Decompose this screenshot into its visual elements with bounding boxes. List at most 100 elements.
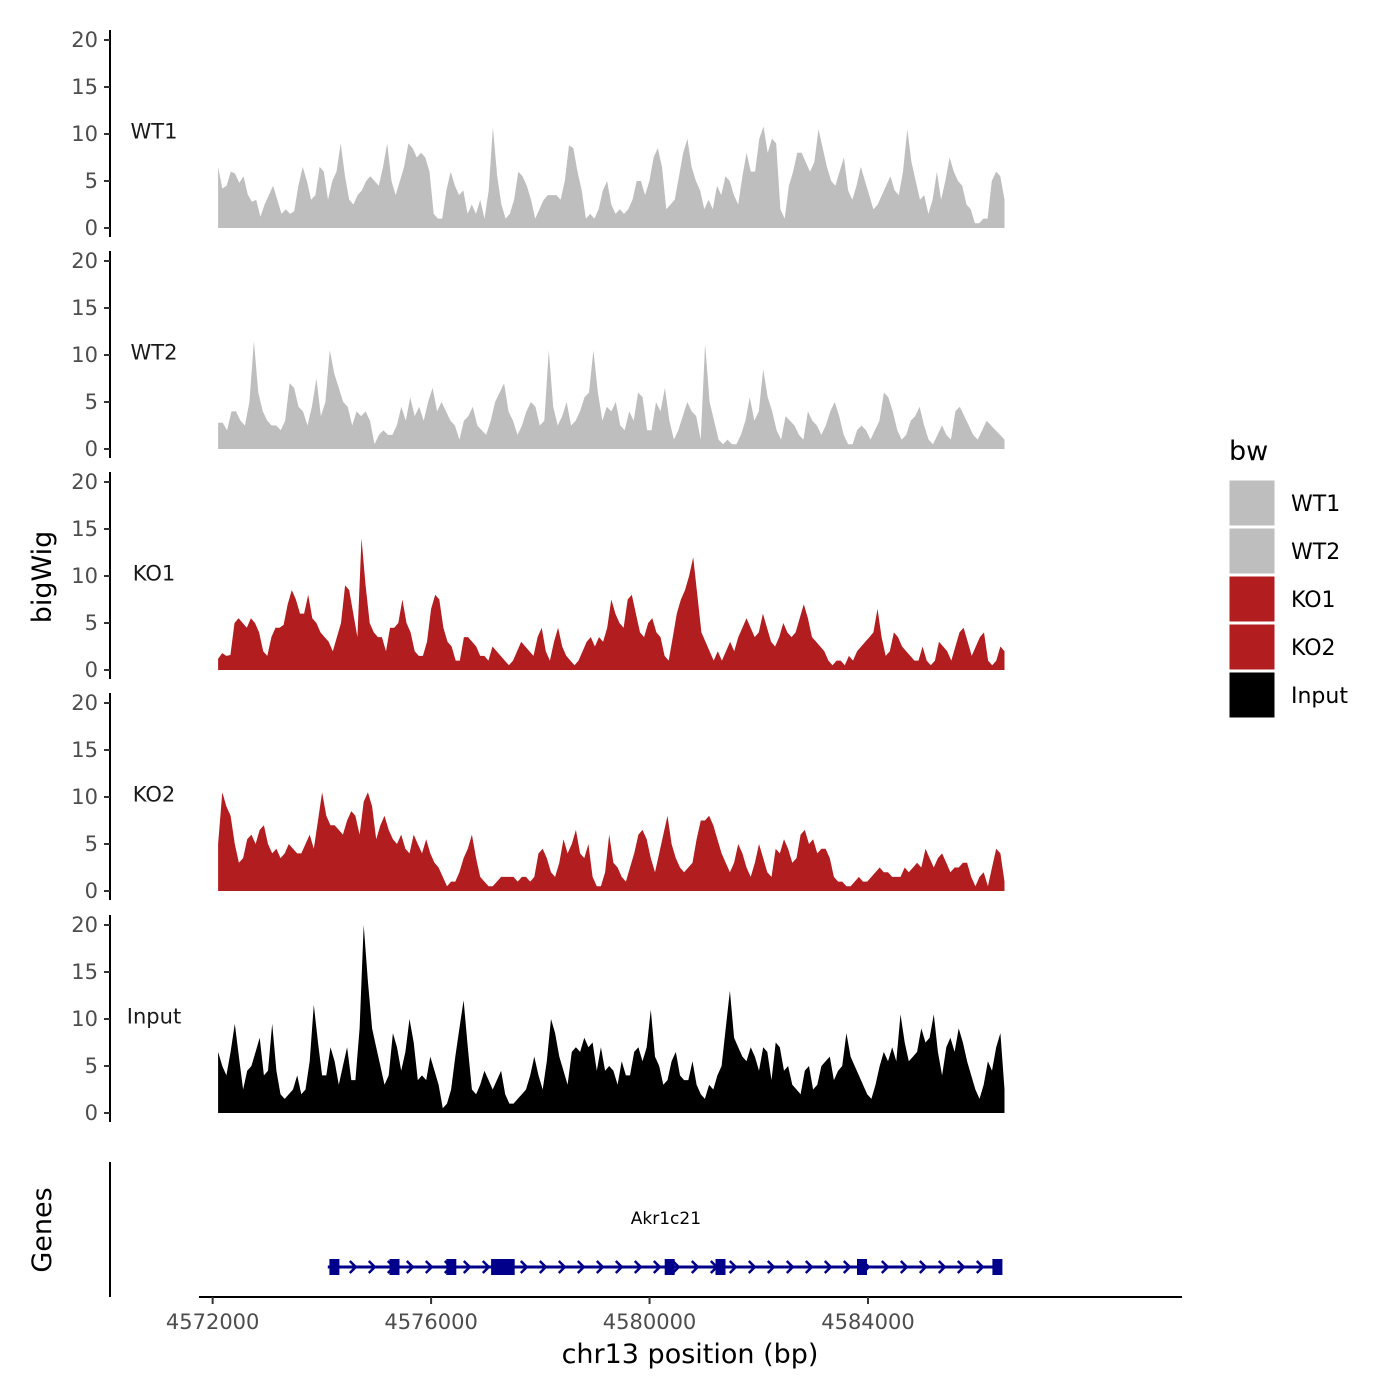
legend-label-wt1: WT1 <box>1291 492 1340 517</box>
track-wt2: 0 5 10 15 20 WT2 <box>71 249 1005 461</box>
y-tick-label: 15 <box>71 738 98 762</box>
gene-exon <box>992 1259 1003 1275</box>
x-tick-label: 4584000 <box>821 1310 915 1334</box>
y-tick-label: 0 <box>85 879 98 903</box>
track-wt1: 0 5 10 15 20 WT1 <box>71 28 1005 240</box>
strand-arrow <box>462 1260 472 1274</box>
strand-arrow <box>595 1260 605 1274</box>
gene-exon <box>389 1259 400 1275</box>
y-tick-label: 15 <box>71 517 98 541</box>
gene-track: Genes Akr1c21 <box>27 1162 1003 1297</box>
track-label-ko2: KO2 <box>133 783 176 807</box>
strand-arrow <box>766 1260 776 1274</box>
strand-arrow <box>348 1260 358 1274</box>
legend-swatch-ko1 <box>1228 575 1276 623</box>
legend: bw WT1 WT2 KO1 KO2 Input <box>1228 436 1348 719</box>
gene-name-label: Akr1c21 <box>631 1209 701 1229</box>
x-tick-label: 4580000 <box>603 1310 697 1334</box>
strand-arrow <box>367 1260 377 1274</box>
signal-area-wt2 <box>218 340 1005 449</box>
strand-arrow <box>538 1260 548 1274</box>
legend-swatch-input <box>1228 671 1276 719</box>
y-tick-label: 5 <box>85 169 98 193</box>
legend-swatch-ko2 <box>1228 623 1276 671</box>
strand-arrow <box>880 1260 890 1274</box>
strand-arrow <box>690 1260 700 1274</box>
strand-arrow <box>576 1260 586 1274</box>
strand-arrow <box>728 1260 738 1274</box>
strand-arrow <box>557 1260 567 1274</box>
strand-arrow <box>823 1260 833 1274</box>
gene-exon <box>504 1259 515 1275</box>
gene-exon <box>446 1259 457 1275</box>
track-label-wt1: WT1 <box>131 120 178 144</box>
strand-arrow <box>519 1260 529 1274</box>
gene-model <box>327 1259 1003 1275</box>
y-tick-label: 15 <box>71 75 98 99</box>
strand-arrow <box>956 1260 966 1274</box>
strand-arrow <box>633 1260 643 1274</box>
strand-arrow <box>671 1260 681 1274</box>
strand-arrow <box>842 1260 852 1274</box>
track-label-ko1: KO1 <box>133 562 176 586</box>
y-tick-label: 20 <box>71 249 98 273</box>
signal-area-wt1 <box>218 126 1005 228</box>
gene-exon <box>857 1259 867 1275</box>
y-tick-label: 5 <box>85 1054 98 1078</box>
gene-exon <box>664 1259 675 1275</box>
y-tick-label: 10 <box>71 564 98 588</box>
y-tick-label: 10 <box>71 343 98 367</box>
strand-arrow <box>652 1260 662 1274</box>
strand-arrow <box>899 1260 909 1274</box>
legend-label-ko1: KO1 <box>1291 588 1336 613</box>
legend-label-ko2: KO2 <box>1291 636 1336 661</box>
y-tick-label: 15 <box>71 960 98 984</box>
strand-arrow <box>424 1260 434 1274</box>
gene-exon <box>715 1259 726 1275</box>
strand-arrow <box>614 1260 624 1274</box>
signal-tracks: 0 5 10 15 20 WT1 0 5 10 15 20 WT2 0 5 10 15 20 KO1 0 5 10 15 2… <box>71 28 1005 1125</box>
y-tick-label: 0 <box>85 658 98 682</box>
y-tick-label: 5 <box>85 611 98 635</box>
legend-label-wt2: WT2 <box>1291 540 1340 565</box>
signal-area-ko2 <box>218 792 1005 891</box>
legend-label-input: Input <box>1291 684 1348 709</box>
x-tick-label: 4572000 <box>166 1310 260 1334</box>
gene-exon <box>498 1259 509 1275</box>
track-ko2: 0 5 10 15 20 KO2 <box>71 691 1005 903</box>
y-tick-label: 20 <box>71 28 98 52</box>
strand-arrow <box>785 1260 795 1274</box>
y-tick-label: 5 <box>85 832 98 856</box>
strand-arrow <box>405 1260 415 1274</box>
legend-swatch-wt2 <box>1228 527 1276 575</box>
strand-arrow <box>804 1260 814 1274</box>
track-input: 0 5 10 15 20 Input <box>71 913 1005 1125</box>
y-axis-title: bigWig <box>27 531 58 624</box>
signal-area-input <box>218 925 1005 1113</box>
y-tick-label: 0 <box>85 1101 98 1125</box>
signal-area-ko1 <box>218 538 1005 670</box>
x-axis: 4572000 4576000 4580000 4584000 <box>166 1296 1182 1334</box>
strand-arrow <box>918 1260 928 1274</box>
x-tick-label: 4576000 <box>384 1310 478 1334</box>
track-label-input: Input <box>127 1005 181 1029</box>
y-tick-label: 0 <box>85 216 98 240</box>
y-tick-label: 10 <box>71 122 98 146</box>
strand-arrow <box>937 1260 947 1274</box>
track-ko1: 0 5 10 15 20 KO1 <box>71 470 1005 682</box>
legend-title: bw <box>1229 436 1268 467</box>
strand-arrow <box>975 1260 985 1274</box>
x-axis-title: chr13 position (bp) <box>562 1339 819 1370</box>
y-tick-label: 20 <box>71 470 98 494</box>
track-label-wt2: WT2 <box>131 341 178 365</box>
strand-arrow <box>747 1260 757 1274</box>
strand-arrow <box>481 1260 491 1274</box>
legend-swatch-wt1 <box>1228 479 1276 527</box>
y-tick-label: 20 <box>71 691 98 715</box>
y-tick-label: 10 <box>71 785 98 809</box>
gene-exon <box>329 1259 340 1275</box>
y-tick-label: 15 <box>71 296 98 320</box>
y-tick-label: 0 <box>85 437 98 461</box>
genes-axis-title: Genes <box>27 1187 58 1272</box>
